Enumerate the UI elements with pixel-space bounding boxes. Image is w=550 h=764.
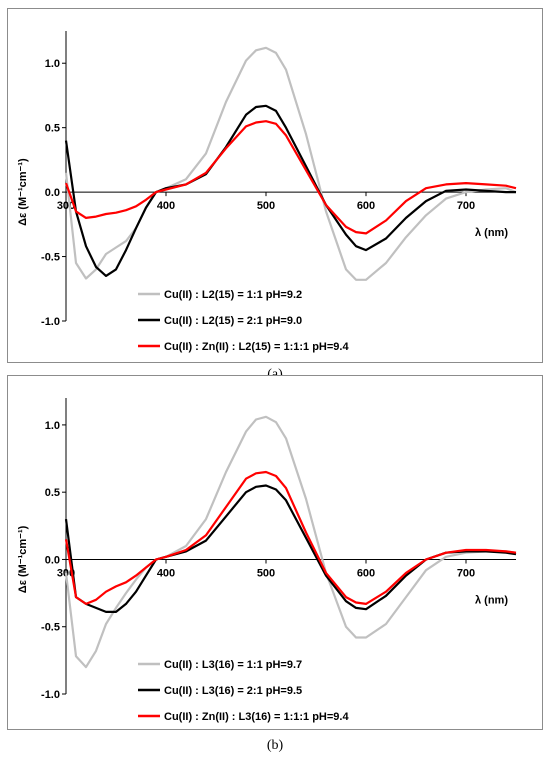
x-axis-label: λ (nm) xyxy=(475,227,508,239)
series-line-3 xyxy=(64,470,517,605)
x-tick-label: 400 xyxy=(157,200,175,212)
x-tick-label: 600 xyxy=(357,567,375,579)
y-tick-label: -0.5 xyxy=(41,252,60,264)
y-tick-label: 0.0 xyxy=(45,187,60,199)
chart-panel-a: 1.0 0.5 0.0 -0.5 -1.0 300 400 500 600 700 λ (nm) Δε… xyxy=(7,8,543,363)
y-tick-label: -1.0 xyxy=(41,689,60,701)
x-axis-label: λ (nm) xyxy=(475,594,508,606)
y-tick-label: 0.0 xyxy=(45,554,60,566)
legend-label-2: Cu(II) : L2(15) = 2:1 pH=9.0 xyxy=(164,315,302,327)
y-axis-label: Δε (M⁻¹cm⁻¹) xyxy=(17,158,29,226)
x-tick-label: 400 xyxy=(157,567,175,579)
x-tick-label: 700 xyxy=(457,200,475,212)
legend-label-2: Cu(II) : L3(16) = 2:1 pH=9.5 xyxy=(164,685,302,697)
chart-panel-b: 1.0 0.5 0.0 -0.5 -1.0 300 400 500 600 700 λ (nm) Δε… xyxy=(7,375,543,730)
y-tick-label: 0.5 xyxy=(45,123,60,135)
caption-b: (b) xyxy=(266,738,284,753)
x-tick-label: 500 xyxy=(257,567,275,579)
series-line-2 xyxy=(64,104,516,277)
series-line-1 xyxy=(64,415,517,669)
x-tick-label: 700 xyxy=(457,567,475,579)
legend-label-1: Cu(II) : L2(15) = 1:1 pH=9.2 xyxy=(164,289,302,301)
x-tick-label: 600 xyxy=(357,200,375,212)
series-line-3 xyxy=(64,120,517,235)
series-line-2 xyxy=(64,484,517,613)
x-tick-label: 500 xyxy=(257,200,275,212)
legend-label-3: Cu(II) : Zn(II) : L2(15) = 1:1:1 pH=9.4 xyxy=(164,341,349,353)
series-line-1 xyxy=(64,46,517,281)
y-tick-label: -0.5 xyxy=(41,622,60,634)
y-axis-label: Δε (M⁻¹cm⁻¹) xyxy=(17,525,29,593)
y-tick-label: 0.5 xyxy=(45,487,60,499)
y-tick-label: 1.0 xyxy=(45,58,60,70)
legend-label-1: Cu(II) : L3(16) = 1:1 pH=9.7 xyxy=(164,659,302,671)
legend-label-3: Cu(II) : Zn(II) : L3(16) = 1:1:1 pH=9.4 xyxy=(164,711,349,723)
y-tick-label: -1.0 xyxy=(41,316,60,328)
y-tick-label: 1.0 xyxy=(45,420,60,432)
